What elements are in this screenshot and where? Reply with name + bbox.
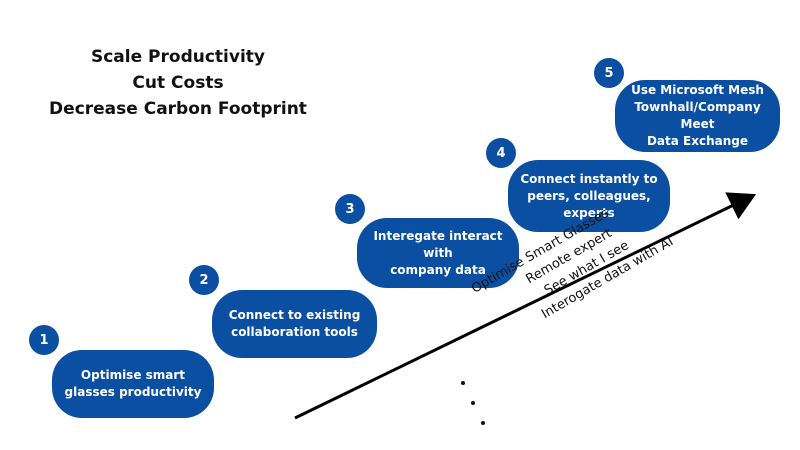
step-1-text: Optimise smart glasses productivity xyxy=(64,368,202,399)
step-5-text: Use Microsoft Mesh Townhall/Company Meet… xyxy=(631,83,764,148)
step-3-text: Interegate interact with company data xyxy=(373,228,503,277)
headline-line-1: Scale Productivity xyxy=(90,47,265,67)
bullet-dot xyxy=(481,421,485,425)
step-3-number: 3 xyxy=(335,194,365,224)
step-3-pill: Interegate interact with company data xyxy=(357,218,519,288)
growth-arrow-line xyxy=(294,192,757,420)
step-1-number: 1 xyxy=(29,325,59,355)
step-4-number: 4 xyxy=(486,138,516,168)
step-5-number: 5 xyxy=(594,58,624,88)
bullet-dot xyxy=(471,401,475,405)
step-4-text: Connect instantly to peers, colleagues, … xyxy=(520,171,658,220)
step-1-pill: Optimise smart glasses productivity xyxy=(52,350,214,418)
headline: Scale Productivity Cut Costs Decrease Ca… xyxy=(28,44,328,122)
step-2-text: Connect to existing collaboration tools xyxy=(228,308,361,339)
step-4-pill: Connect instantly to peers, colleagues, … xyxy=(508,160,670,232)
headline-line-3: Decrease Carbon Footprint xyxy=(49,99,307,119)
step-2-number: 2 xyxy=(189,265,219,295)
headline-line-2: Cut Costs xyxy=(132,73,224,93)
bullet-dot xyxy=(461,381,465,385)
step-2-pill: Connect to existing collaboration tools xyxy=(212,290,377,358)
step-5-pill: Use Microsoft Mesh Townhall/Company Meet… xyxy=(615,80,780,152)
